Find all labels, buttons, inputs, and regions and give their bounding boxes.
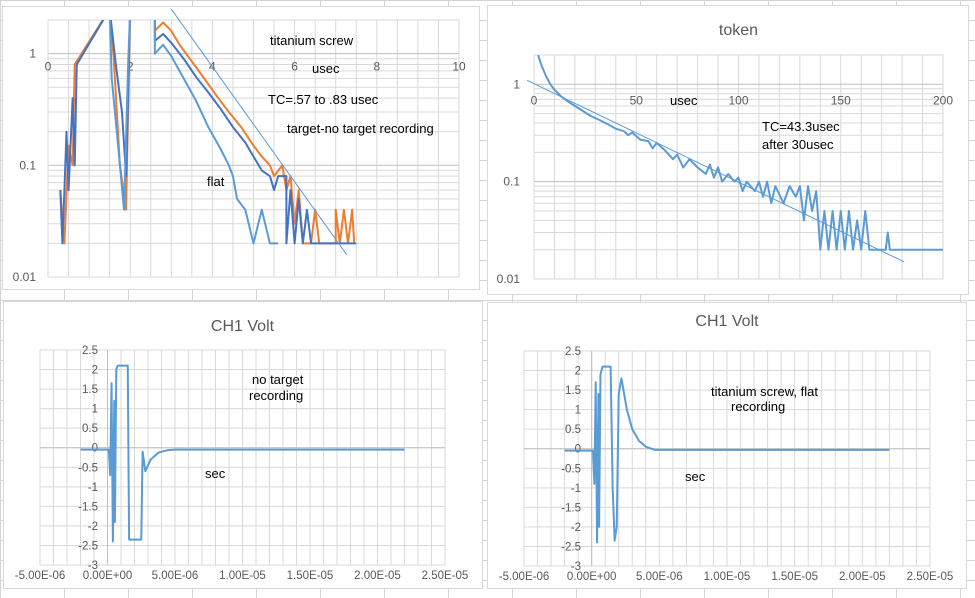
annotation-text: TC=43.3usec [762,119,840,134]
annotation-text: titanium screw [270,33,354,48]
x-tick-label: 5.00E-06 [152,570,199,582]
x-tick-label: 100 [728,93,748,107]
y-tick-label: 0.1 [19,158,36,172]
annotation-text: recording [249,388,303,403]
y-tick-label: 1.5 [82,384,98,396]
chart-title: CH1 Volt [211,318,275,335]
chart-3: CH1 Volt -5.00E-06 0.00E+00 5.00E-06 1.00E-0… [499,313,954,583]
y-tick-label: -2 [571,522,581,534]
x-tick-label: 0 [45,60,52,74]
y-tick-label: -0.5 [78,462,98,474]
y-tick-label: -1.5 [78,501,98,513]
y-tick-label: 0.01 [497,272,521,286]
x-tick-label: -5.00E-06 [15,570,66,582]
plot-area [523,350,931,567]
y-tick-label: 1.5 [565,385,581,397]
trendline [170,8,348,256]
annotation-text: no target [252,372,304,387]
annotation-text: flat [207,174,225,189]
y-tick-label: 2 [575,366,581,378]
y-tick-label: 0.1 [503,175,520,189]
y-tick-label: -1 [88,482,98,494]
y-tick-label: 0.5 [82,423,98,435]
x-tick-label: 2.50E-05 [907,571,954,583]
x-tick-label: 5.00E-06 [636,571,683,583]
y-tick-label: -2.5 [78,540,98,552]
x-tick-label: 0.00E+00 [83,570,133,582]
series-line-0 [564,365,890,544]
y-tick-label: 2.5 [82,345,98,357]
x-tick-label: 1.00E-05 [219,570,266,582]
y-tick-label: 0.01 [13,270,37,284]
x-tick-label: 1.00E-05 [704,571,751,583]
y-tick-label: 1 [513,77,520,91]
annotation-text: usec [312,61,340,76]
x-axis-title: sec [685,469,706,484]
x-tick-label: 0 [531,93,538,107]
y-tick-label: 2 [92,365,98,377]
x-tick-label: 1.50E-05 [771,571,818,583]
x-tick-label: 0.00E+00 [567,571,617,583]
y-tick-label: -2 [88,521,98,533]
annotation-text: titanium screw, flat [711,384,818,399]
y-tick-label: -0.5 [561,463,581,475]
annotation-text: after 30usec [762,137,834,152]
y-tick-label: -1 [571,483,581,495]
plot-area [47,19,460,278]
annotation-text: usec [670,93,698,108]
y-tick-label: -3 [571,561,581,573]
x-tick-label: 150 [831,93,851,107]
series-line-0 [80,364,405,543]
chart-title: token [719,22,758,39]
y-tick-label: -3 [88,560,98,572]
x-tick-label: -5.00E-06 [499,571,550,583]
annotation-text: target-no target recording [287,121,434,136]
plot-area [39,349,446,566]
series-line-1 [59,20,357,245]
x-tick-label: 1.50E-05 [287,570,334,582]
chart-title: CH1 Volt [695,313,759,330]
y-tick-label: -1.5 [561,502,581,514]
annotation-text: TC=.57 to .83 usec [268,92,379,107]
x-tick-label: 10 [452,60,466,74]
y-tick-label: -2.5 [561,541,581,553]
plot-area [533,54,944,280]
y-tick-label: 0.5 [565,424,581,436]
y-tick-label: 1 [29,47,36,61]
series-line-0 [537,55,943,251]
chart-2: CH1 Volt -5.00E-06 0.00E+00 5.00E-06 1.00E-0… [15,318,469,582]
y-tick-label: 1 [92,404,98,416]
x-tick-label: 50 [630,93,644,107]
x-tick-label: 2.00E-05 [354,570,401,582]
x-tick-label: 2.50E-05 [422,570,469,582]
x-tick-label: 2.00E-05 [839,571,886,583]
x-tick-label: 8 [373,60,380,74]
annotation-text: recording [731,399,785,414]
x-axis-title: sec [205,466,226,481]
x-tick-label: 200 [933,93,953,107]
trendline [526,79,905,263]
x-tick-label: 2 [127,60,134,74]
series-line-2 [108,20,279,245]
chart-1: token 0 50 100 150 200 0.01 0.1 1 usec TC=43.3usec… [497,22,954,286]
y-tick-label: 2.5 [565,346,581,358]
y-tick-label: 1 [575,405,581,417]
x-tick-label: 6 [291,60,298,74]
